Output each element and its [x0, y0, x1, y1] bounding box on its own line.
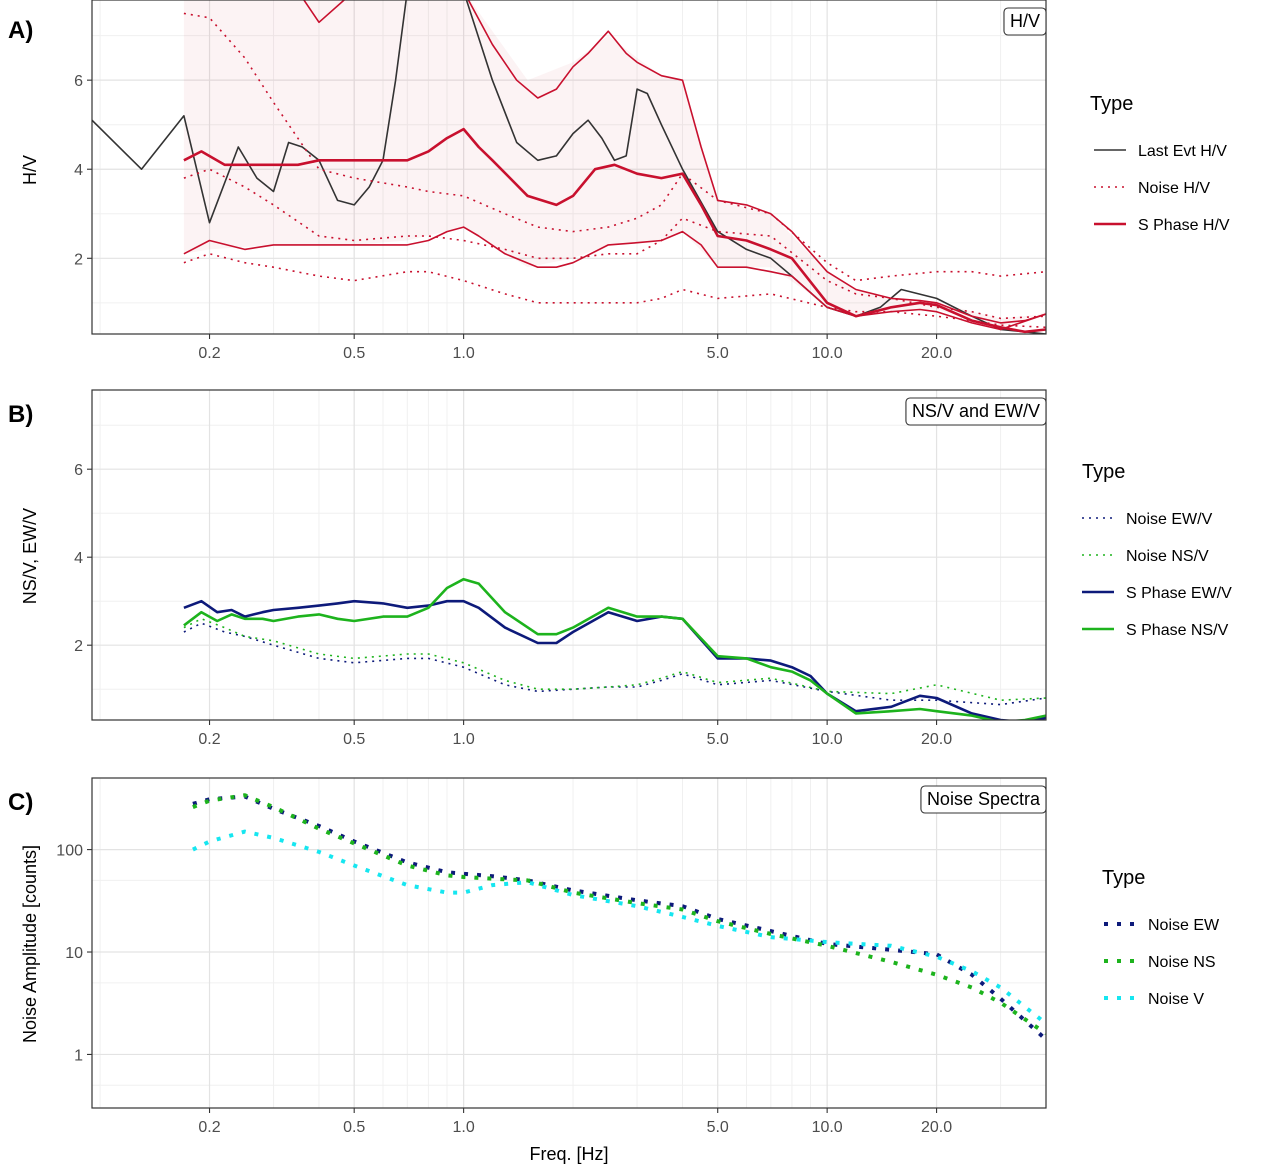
y-tick-label: 6 — [74, 462, 83, 479]
legend-title: Type — [1102, 867, 1145, 889]
series-line-s-phase-h-v — [302, 0, 1046, 324]
legend-title: Type — [1090, 93, 1133, 115]
x-axis-title: Freq. [Hz] — [529, 1144, 608, 1164]
panel-0: 0.2 0.5 1.0 5.0 10.0 20.0 2 4 6 H/V A) H/V Type Last … — [8, 0, 1230, 362]
strip-label-box — [1003, 7, 1047, 36]
x-tick-label: 20.0 — [921, 345, 952, 362]
y-axis-title: NS/V, EW/V — [20, 508, 40, 604]
series-line-noise-h-v — [183, 168, 1046, 320]
y-tick-label: 10 — [65, 945, 83, 962]
y-tick-label: 4 — [74, 162, 83, 179]
x-tick-label: 0.2 — [198, 731, 220, 748]
panel-tag: C) — [8, 789, 33, 816]
y-tick-label: 2 — [74, 638, 83, 655]
y-tick-label: 2 — [74, 251, 83, 268]
x-tick-label: 10.0 — [812, 1119, 843, 1136]
grid — [92, 778, 1046, 1108]
panel-1: 0.2 0.5 1.0 5.0 10.0 20.0 2 4 6 NS/V, EW/V B) NS/V … — [8, 389, 1232, 748]
x-tick-label: 1.0 — [452, 731, 474, 748]
x-tick-label: 1.0 — [452, 345, 474, 362]
series-line-s-phase-h-v — [183, 127, 1046, 334]
series-line-noise-ns-v — [183, 618, 1046, 701]
grid — [92, 0, 1046, 334]
x-tick-label: 5.0 — [707, 1119, 729, 1136]
legend-label: Noise EW/V — [1126, 511, 1213, 528]
x-tick-label: 10.0 — [812, 731, 843, 748]
legend-label: Noise NS/V — [1126, 548, 1209, 565]
y-tick-label: 6 — [74, 73, 83, 90]
panel-border — [91, 777, 1047, 1109]
panel-border — [91, 0, 1047, 335]
panel-tag: A) — [8, 17, 33, 44]
legend-label: Noise EW — [1148, 917, 1220, 934]
series-line-s-phase-ew-v — [183, 599, 1046, 720]
strip-label: NS/V and EW/V — [912, 401, 1040, 421]
plot-background — [92, 390, 1046, 720]
legend-label: Noise NS — [1148, 954, 1216, 971]
strip-label-box — [920, 785, 1047, 814]
x-tick-label: 5.0 — [707, 345, 729, 362]
legend: Type Noise EW Noise NS Noise V — [1102, 867, 1220, 1008]
legend-label: Last Evt H/V — [1138, 143, 1227, 160]
legend-title: Type — [1082, 461, 1125, 483]
data-layer — [183, 577, 1046, 720]
y-tick-label: 100 — [56, 843, 83, 860]
x-tick-label: 10.0 — [812, 345, 843, 362]
legend-label: S Phase EW/V — [1126, 585, 1232, 602]
series-line-noise-h-v — [183, 12, 1046, 282]
y-tick-label: 4 — [74, 550, 83, 567]
x-tick-label: 5.0 — [707, 731, 729, 748]
strip-label: Noise Spectra — [927, 789, 1041, 809]
grid — [92, 390, 1046, 720]
x-tick-label: 0.5 — [343, 345, 365, 362]
panel-border — [91, 389, 1047, 721]
legend-label: S Phase NS/V — [1126, 622, 1229, 639]
plot-background — [92, 778, 1046, 1108]
series-line-noise-v — [192, 829, 1046, 1026]
x-tick-label: 0.5 — [343, 1119, 365, 1136]
data-layer — [92, 0, 1046, 334]
x-tick-label: 20.0 — [921, 731, 952, 748]
series-line-noise-ew-v — [183, 622, 1046, 706]
legend: Type Noise EW/V Noise NS/V S Phase EW/V S Ph… — [1082, 461, 1232, 639]
x-tick-label: 0.2 — [198, 1119, 220, 1136]
strip-label: H/V — [1010, 11, 1040, 31]
x-tick-label: 20.0 — [921, 1119, 952, 1136]
legend-label: Noise V — [1148, 991, 1204, 1008]
x-tick-label: 1.0 — [452, 1119, 474, 1136]
y-tick-label: 1 — [74, 1047, 83, 1064]
panel-tag: B) — [8, 401, 33, 428]
legend-label: S Phase H/V — [1138, 217, 1230, 234]
data-layer — [192, 793, 1046, 1041]
y-axis-title: Noise Amplitude [counts] — [20, 845, 40, 1043]
strip-label-box — [905, 397, 1047, 426]
x-tick-label: 0.2 — [198, 345, 220, 362]
legend-label: Noise H/V — [1138, 180, 1210, 197]
x-tick-label: 0.5 — [343, 731, 365, 748]
y-axis-title: H/V — [20, 155, 40, 185]
series-line-s-phase-ns-v — [183, 577, 1046, 720]
legend: Type Last Evt H/V Noise H/V S Phase H/V — [1090, 93, 1230, 234]
series-line-s-phase-h-v — [183, 226, 1046, 331]
panel-2: 0.2 0.5 1.0 5.0 10.0 20.0 1 10 100 Noise Amplitud… — [8, 777, 1220, 1136]
